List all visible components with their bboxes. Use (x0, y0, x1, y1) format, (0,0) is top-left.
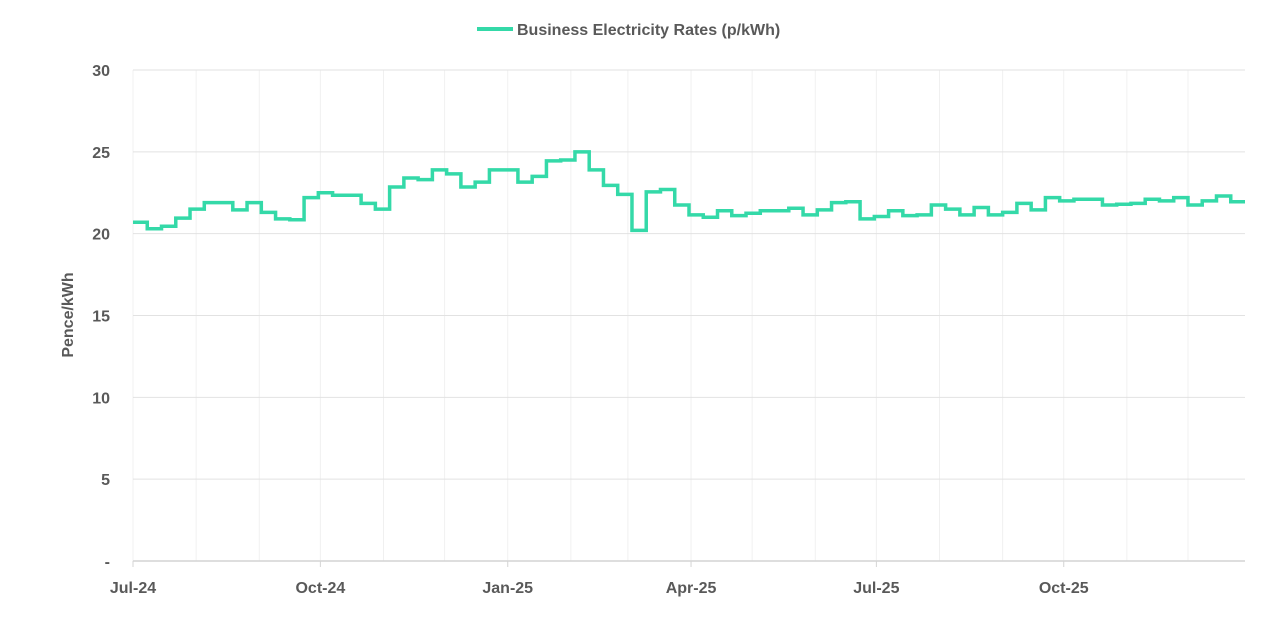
y-axis: - 5 10 15 20 25 30 (92, 63, 110, 571)
legend-label: Business Electricity Rates (p/kWh) (517, 22, 780, 39)
x-tick-label: Jan-25 (482, 580, 533, 597)
y-tick-label: 25 (92, 145, 110, 162)
gridlines (132, 69, 1245, 562)
legend: Business Electricity Rates (p/kWh) (477, 22, 780, 39)
y-tick-label: 5 (101, 472, 110, 489)
x-tick-label: Jul-25 (853, 580, 899, 597)
x-tick-label: Oct-25 (1039, 580, 1089, 597)
y-tick-label: 10 (92, 390, 110, 407)
series-line (133, 150, 1245, 233)
y-tick-label: 30 (92, 63, 110, 80)
y-axis-label: Pence/kWh (60, 272, 77, 357)
x-tick-label: Apr-25 (666, 580, 717, 597)
y-tick-label: 20 (92, 227, 110, 244)
y-tick-label: - (105, 554, 110, 571)
y-tick-label: 15 (92, 309, 110, 326)
x-tick-label: Oct-24 (295, 580, 345, 597)
x-tick-label: Jul-24 (110, 580, 156, 597)
series-layer (133, 150, 1245, 233)
x-axis: Jul-24 Oct-24 Jan-25 Apr-25 Jul-25 Oct-25 (110, 561, 1089, 597)
